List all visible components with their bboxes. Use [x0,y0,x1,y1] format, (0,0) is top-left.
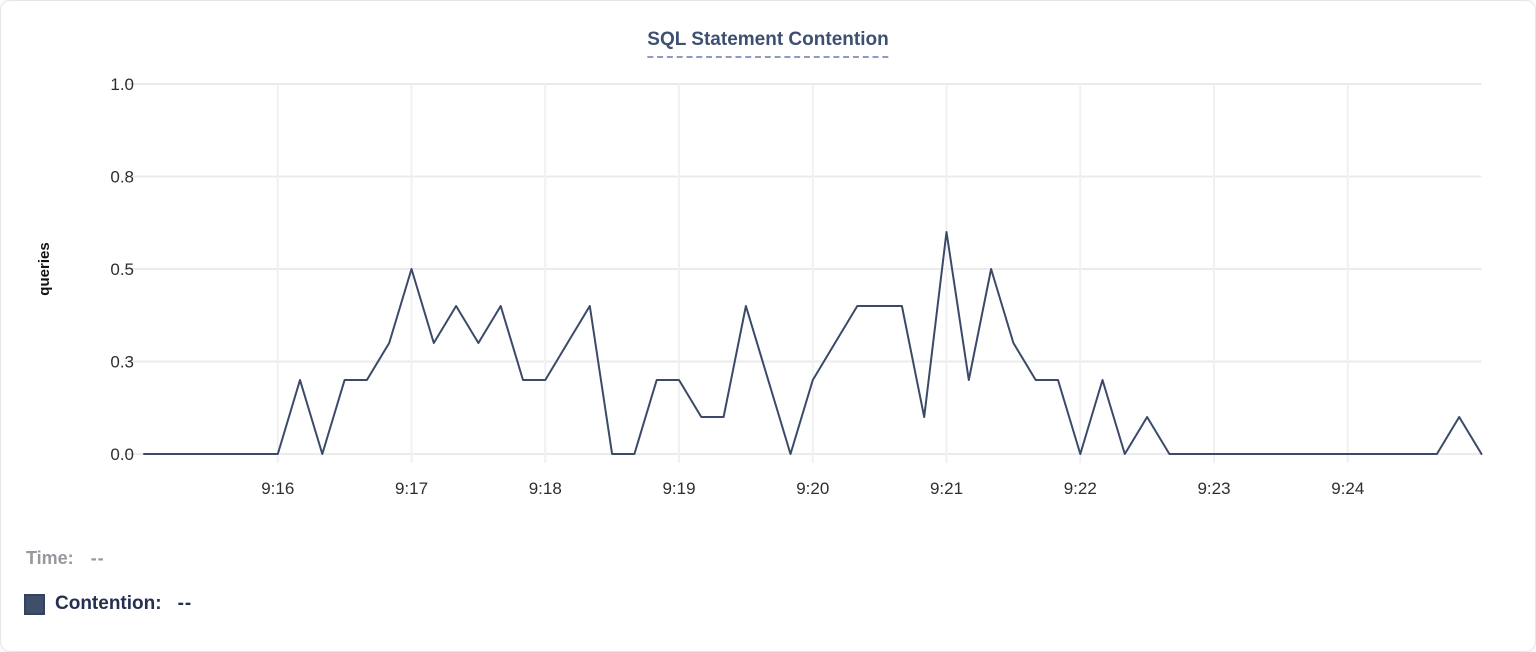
contention-value: -- [177,593,193,614]
x-tick-label: 9:20 [796,479,829,498]
y-tick-label: 0.5 [110,260,134,279]
y-tick-label: 0.3 [110,353,134,372]
x-tick-label: 9:23 [1197,479,1230,498]
y-tick-label: 1.0 [110,75,134,94]
contention-chart[interactable]: 0.0 0.3 0.5 0.8 1.0 9:16 9:17 9:18 9:19 9:20 9:21 9… [1,1,1536,523]
x-tick-label: 9:19 [662,479,695,498]
chart-title[interactable]: SQL Statement Contention [647,29,889,58]
x-tick-label: 9:18 [529,479,562,498]
x-tick-label: 9:21 [930,479,963,498]
y-axis-label: queries [36,242,53,295]
x-tick-label: 9:24 [1331,479,1364,498]
contention-swatch[interactable] [24,593,45,615]
legend-time-row: Time: -- [26,548,105,569]
x-tick-label: 9:17 [395,479,428,498]
y-tick-label: 0.0 [110,445,134,464]
x-tick-label: 9:16 [261,479,294,498]
contention-label: Contention: [55,593,162,614]
x-tick-label: 9:22 [1064,479,1097,498]
legend-contention-row[interactable]: Contention: -- [24,593,192,615]
contention-series-line [143,231,1483,455]
y-tick-label: 0.8 [110,168,134,187]
time-value: -- [90,548,105,568]
time-label: Time: [26,548,74,568]
